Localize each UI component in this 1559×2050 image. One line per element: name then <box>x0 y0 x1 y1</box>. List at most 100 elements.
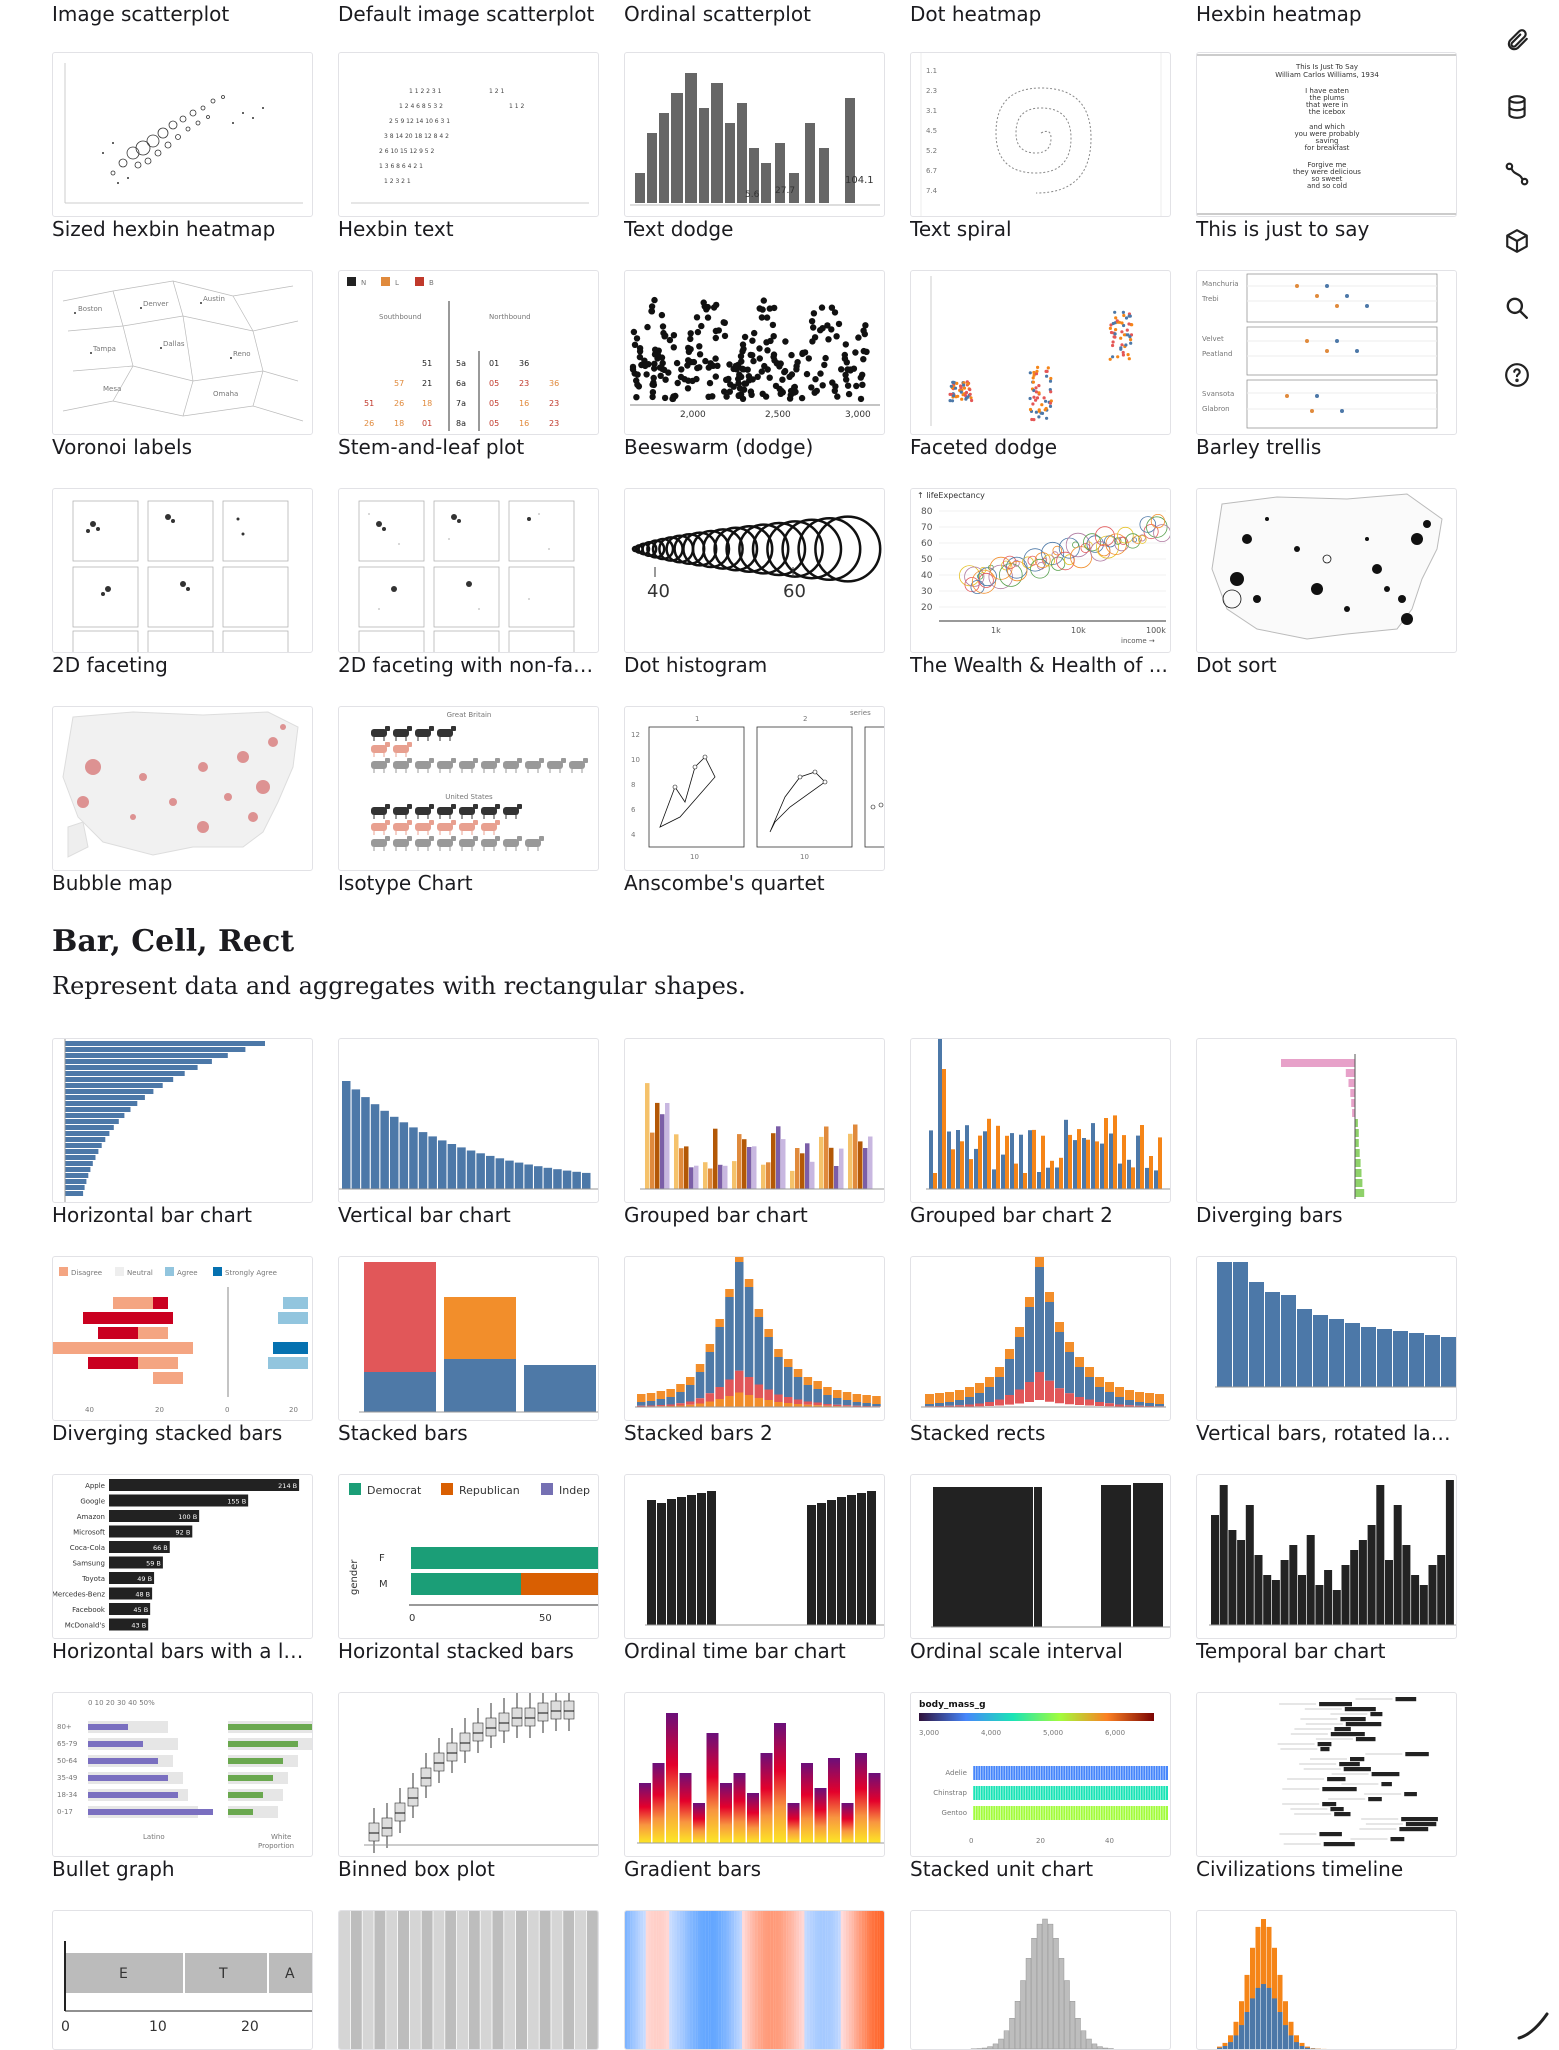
card-grouped-bar[interactable]: Grouped bar chart <box>624 1038 885 1227</box>
thumbnail[interactable] <box>624 1256 885 1421</box>
card-title[interactable]: Stacked bars 2 <box>624 1421 885 1445</box>
card-title[interactable]: Ordinal time bar chart <box>624 1639 885 1663</box>
thumbnail[interactable] <box>338 1256 599 1421</box>
card-title[interactable]: 2D faceting <box>52 653 313 677</box>
database-icon[interactable] <box>1497 87 1537 127</box>
thumbnail[interactable] <box>910 1038 1171 1203</box>
thumbnail[interactable] <box>1196 1038 1457 1203</box>
card-title[interactable]: Hexbin heatmap <box>1196 2 1457 26</box>
thumbnail[interactable] <box>624 1038 885 1203</box>
cube-icon[interactable] <box>1497 221 1537 261</box>
thumbnail[interactable] <box>910 1474 1171 1639</box>
search-icon[interactable] <box>1497 288 1537 328</box>
card-title[interactable]: Civilizations timeline <box>1196 1857 1457 1881</box>
card-hstacked[interactable]: Democrat Republican Indep gender F M 0 5… <box>338 1474 599 1663</box>
card-title[interactable]: Sized hexbin heatmap <box>52 217 313 241</box>
card-horizontal-bar[interactable]: Horizontal bar chart <box>52 1038 313 1227</box>
card-title[interactable]: Hexbin text <box>338 217 599 241</box>
card-title[interactable]: Ordinal scale interval <box>910 1639 1171 1663</box>
thumbnail[interactable]: Disagree Neutral Agree Strongly Agree <box>52 1256 313 1421</box>
card-binned-box[interactable]: Binned box plot <box>338 1692 599 1881</box>
card-title[interactable]: Stacked rects <box>910 1421 1171 1445</box>
thumbnail[interactable] <box>1196 1256 1457 1421</box>
card-title[interactable]: Ordinal scatterplot <box>624 2 885 26</box>
card-partial[interactable] <box>338 1910 599 2050</box>
card-title[interactable]: Dot sort <box>1196 653 1457 677</box>
card-title[interactable]: Vertical bars, rotated lab... <box>1196 1421 1457 1445</box>
route-icon[interactable] <box>1497 154 1537 194</box>
thumbnail[interactable] <box>52 52 313 217</box>
card-title[interactable]: Gradient bars <box>624 1857 885 1881</box>
card-text-dodge[interactable]: 104.1 27.7 5.6 Text dodge <box>624 52 885 241</box>
card-title[interactable]: Grouped bar chart 2 <box>910 1203 1171 1227</box>
card-title[interactable]: This is just to say <box>1196 217 1457 241</box>
paperclip-icon[interactable] <box>1497 20 1537 60</box>
card-title[interactable]: Dot heatmap <box>910 2 1171 26</box>
thumbnail[interactable] <box>910 270 1171 435</box>
card-dot-sort[interactable]: Dot sort <box>1196 488 1457 677</box>
thumbnail[interactable] <box>338 1910 599 2050</box>
card-title[interactable]: Beeswarm (dodge) <box>624 435 885 459</box>
card-temporal-bar[interactable]: Temporal bar chart <box>1196 1474 1457 1663</box>
card-title[interactable]: Horizontal stacked bars <box>338 1639 599 1663</box>
help-icon[interactable] <box>1497 355 1537 395</box>
card-partial[interactable] <box>1196 1910 1457 2050</box>
card-diverging-stacked[interactable]: Disagree Neutral Agree Strongly Agree <box>52 1256 313 1445</box>
card-faceted-dodge[interactable]: Faceted dodge <box>910 270 1171 459</box>
card-title[interactable]: Stacked unit chart <box>910 1857 1171 1881</box>
card-vertical-bar[interactable]: Vertical bar chart <box>338 1038 599 1227</box>
card-title[interactable]: Faceted dodge <box>910 435 1171 459</box>
card-title[interactable]: Barley trellis <box>1196 435 1457 459</box>
card-title[interactable]: Isotype Chart <box>338 871 599 895</box>
thumbnail[interactable] <box>52 706 313 871</box>
card-title[interactable]: Default image scatterplot <box>338 2 599 26</box>
card-just-to-say[interactable]: This Is Just To Say William Carlos Willi… <box>1196 52 1457 241</box>
card-title[interactable]: Horizontal bar chart <box>52 1203 313 1227</box>
resize-handle-icon[interactable] <box>1515 2006 1549 2040</box>
thumbnail[interactable]: 104.1 27.7 5.6 <box>624 52 885 217</box>
card-stacked-bars-2[interactable]: Stacked bars 2 <box>624 1256 885 1445</box>
thumbnail[interactable] <box>1196 1910 1457 2050</box>
card-title[interactable]: Anscombe's quartet <box>624 871 885 895</box>
card-title[interactable]: Horizontal bars with a la... <box>52 1639 313 1663</box>
card-stacked-rects[interactable]: Stacked rects <box>910 1256 1171 1445</box>
card-title[interactable]: Stem-and-leaf plot <box>338 435 599 459</box>
card-title[interactable]: Diverging stacked bars <box>52 1421 313 1445</box>
thumbnail[interactable] <box>52 488 313 653</box>
thumbnail[interactable] <box>624 1910 885 2050</box>
card-title[interactable]: Temporal bar chart <box>1196 1639 1457 1663</box>
card-2d-faceting-nonfacet[interactable]: 2D faceting with non-fac... <box>338 488 599 677</box>
card-ordinal-interval[interactable]: Ordinal scale interval <box>910 1474 1171 1663</box>
thumbnail[interactable] <box>1196 1474 1457 1639</box>
thumbnail[interactable]: Great Britain United States <box>338 706 599 871</box>
thumbnail[interactable] <box>910 1910 1171 2050</box>
card-title[interactable]: Bubble map <box>52 871 313 895</box>
thumbnail[interactable] <box>52 1038 313 1203</box>
thumbnail[interactable] <box>338 1038 599 1203</box>
card-title[interactable]: Binned box plot <box>338 1857 599 1881</box>
card-diverging-bars[interactable]: Diverging bars <box>1196 1038 1457 1227</box>
card-grouped-bar-2[interactable]: Grouped bar chart 2 <box>910 1038 1171 1227</box>
card-stacked-bars[interactable]: Stacked bars <box>338 1256 599 1445</box>
card-title[interactable]: 2D faceting with non-fac... <box>338 653 599 677</box>
thumbnail[interactable]: This Is Just To Say William Carlos Willi… <box>1196 52 1457 217</box>
thumbnail[interactable] <box>1196 488 1457 653</box>
